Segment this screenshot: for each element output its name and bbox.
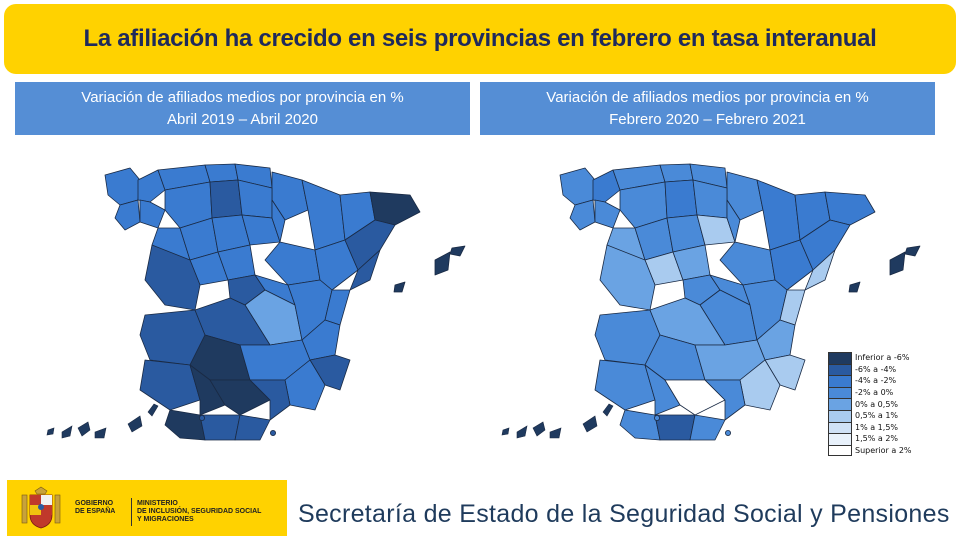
logo-divider xyxy=(131,498,132,526)
legend-item: 1,5% a 2% xyxy=(828,433,928,445)
legend-swatch xyxy=(828,433,852,445)
legend-swatch xyxy=(828,363,852,376)
coat-of-arms-icon xyxy=(21,486,61,529)
ministry-line3: Y MIGRACIONES xyxy=(137,516,194,523)
gov-line2: DE ESPAÑA xyxy=(75,508,116,515)
ministry-line2: DE INCLUSIÓN, SEGURIDAD SOCIAL xyxy=(137,508,262,515)
legend-item: Inferior a -6% xyxy=(828,352,928,364)
legend-item: 1% a 1,5% xyxy=(828,421,928,434)
gov-line1: GOBIERNO xyxy=(75,500,114,507)
legend-label: Superior a 2% xyxy=(855,446,912,456)
legend-swatch xyxy=(828,375,852,387)
government-label: GOBIERNO DE ESPAÑA xyxy=(75,500,115,516)
legend-item: 0,5% a 1% xyxy=(828,409,928,422)
left-map-title-line1: Variación de afiliados medios por provin… xyxy=(81,88,404,106)
legend-swatch xyxy=(828,352,852,364)
title-banner: La afiliación ha crecido en seis provinc… xyxy=(4,4,956,74)
legend-swatch xyxy=(828,421,852,434)
legend-label: -4% a -2% xyxy=(855,376,897,386)
legend-label: -2% a 0% xyxy=(855,388,894,398)
right-map-spain xyxy=(501,163,921,441)
legend-swatch xyxy=(828,409,852,422)
government-logo: GOBIERNO DE ESPAÑA MINISTERIO DE INCLUSI… xyxy=(7,480,287,536)
ministry-label: MINISTERIO DE INCLUSIÓN, SEGURIDAD SOCIA… xyxy=(137,500,261,524)
legend-item: -2% a 0% xyxy=(828,386,928,399)
legend-item: 0% a 0,5% xyxy=(828,398,928,410)
right-map-title-line1: Variación de afiliados medios por provin… xyxy=(546,88,869,106)
legend-item: -4% a -2% xyxy=(828,375,928,387)
map-legend: Inferior a -6% -6% a -4% -4% a -2% -2% a… xyxy=(828,352,928,457)
legend-swatch xyxy=(828,386,852,399)
legend-item: -6% a -4% xyxy=(828,363,928,376)
left-map-title-line2: Abril 2019 – Abril 2020 xyxy=(167,110,318,128)
legend-label: 1,5% a 2% xyxy=(855,434,899,444)
legend-label: Inferior a -6% xyxy=(855,353,910,363)
legend-swatch xyxy=(828,398,852,410)
page-title: La afiliación ha crecido en seis provinc… xyxy=(83,25,877,52)
legend-label: 0% a 0,5% xyxy=(855,399,899,409)
legend-label: 1% a 1,5% xyxy=(855,422,899,432)
left-map-header: Variación de afiliados medios por provin… xyxy=(15,82,470,135)
organization-name: Secretaría de Estado de la Seguridad Soc… xyxy=(298,500,950,528)
legend-swatch xyxy=(828,444,852,457)
right-map-title-line2: Febrero 2020 – Febrero 2021 xyxy=(609,110,806,128)
legend-item: Superior a 2% xyxy=(828,444,928,457)
ministry-line1: MINISTERIO xyxy=(137,500,178,507)
right-map-header: Variación de afiliados medios por provin… xyxy=(480,82,935,135)
legend-label: -6% a -4% xyxy=(855,364,897,374)
left-map-spain xyxy=(46,163,466,441)
legend-label: 0,5% a 1% xyxy=(855,411,899,421)
